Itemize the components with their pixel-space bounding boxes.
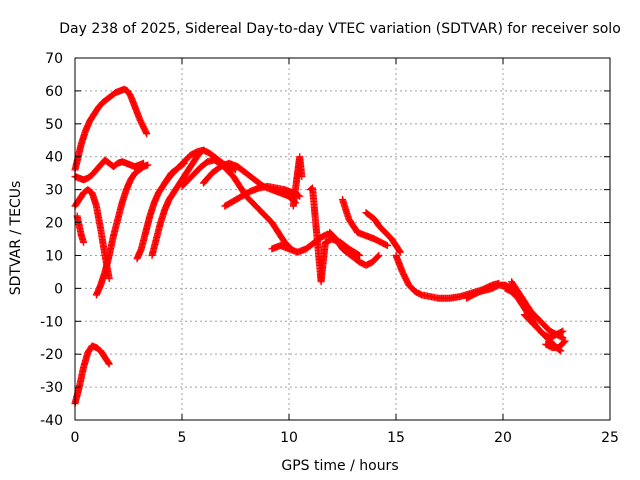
series-arc-23	[520, 311, 567, 342]
y-tick-label: -10	[40, 314, 63, 330]
chart-title: Day 238 of 2025, Sidereal Day-to-day VTE…	[59, 21, 621, 37]
data-point	[105, 274, 113, 282]
data-point	[561, 337, 569, 345]
grid-lines	[75, 58, 610, 420]
series-arc-3	[71, 186, 113, 282]
x-tick-label: 10	[280, 430, 298, 446]
y-tick-label: -40	[40, 413, 63, 429]
series-arc-18	[362, 209, 404, 256]
data-point	[558, 328, 566, 336]
data-point	[560, 338, 568, 346]
data-point	[375, 251, 383, 259]
data-point	[559, 327, 567, 335]
series-arc-7	[133, 159, 188, 263]
y-tick-label: 70	[45, 51, 63, 67]
series-arc-24	[542, 337, 569, 352]
series-arc-14	[289, 153, 306, 210]
axis-ticks: 0 5 10 15 20 25 -40 -30 -20 -10 0 10 20 30 40 50 60 70	[40, 51, 619, 446]
x-tick-label: 25	[601, 430, 619, 446]
y-tick-label: 40	[45, 150, 63, 166]
series-arc-2	[71, 156, 147, 184]
data-point	[396, 248, 404, 256]
series-arc-5	[92, 161, 152, 299]
data-point	[382, 241, 390, 249]
y-tick-label: -20	[40, 347, 63, 363]
series-arc-17	[339, 196, 391, 250]
y-tick-label: 50	[45, 117, 63, 133]
data-point	[396, 247, 404, 255]
data-points	[71, 85, 569, 408]
y-tick-label: 10	[45, 248, 63, 264]
data-point	[143, 130, 151, 138]
x-tick-label: 15	[387, 430, 405, 446]
data-point	[354, 251, 362, 259]
data-point	[144, 161, 152, 169]
data-point	[105, 360, 113, 368]
data-point	[383, 242, 391, 250]
x-tick-label: 20	[494, 430, 512, 446]
y-tick-label: 30	[45, 183, 63, 199]
series-arc-12	[221, 182, 304, 210]
y-tick-label: 20	[45, 216, 63, 232]
plot-frame	[74, 57, 611, 421]
series-arc-1	[71, 85, 151, 174]
data-point	[374, 252, 382, 260]
series-arc-4	[73, 212, 88, 246]
x-tick-label: 5	[178, 430, 187, 446]
x-tick-label: 0	[71, 430, 80, 446]
x-axis-label: GPS time / hours	[281, 458, 398, 474]
y-tick-label: 60	[45, 84, 63, 100]
data-point	[298, 172, 306, 180]
y-tick-label: 0	[54, 281, 63, 297]
y-tick-label: -30	[40, 380, 63, 396]
series-arc-16	[326, 228, 383, 269]
data-point	[80, 238, 88, 246]
data-point	[105, 359, 113, 367]
y-axis-label: SDTVAR / TECUs	[8, 181, 24, 296]
data-point	[356, 251, 364, 259]
series-arc-10	[178, 156, 295, 253]
series-arc-15	[306, 184, 364, 286]
